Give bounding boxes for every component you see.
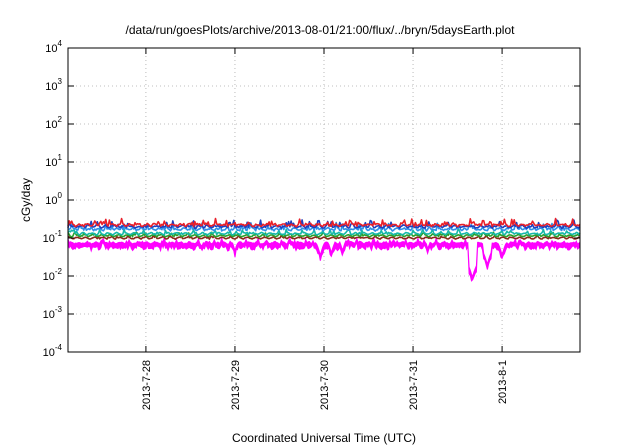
y-axis: 10-4 10-3 10-2 10-1 100 101 102 103 104 <box>43 39 580 359</box>
x-tick-label: 2013-8-1 <box>497 360 509 404</box>
y-tick-label: 103 <box>45 77 62 93</box>
y-tick-label: 10-3 <box>43 305 63 321</box>
y-tick-label: 10-4 <box>43 343 63 359</box>
y-axis-label: cGy/day <box>19 178 33 222</box>
y-tick-label: 10-2 <box>43 267 63 283</box>
y-tick-label: 100 <box>45 191 62 207</box>
grid-lines <box>68 48 580 352</box>
x-axis: 2013-7-28 2013-7-29 2013-7-30 2013-7-31 2013… <box>141 48 509 410</box>
series-line <box>67 219 581 230</box>
x-axis-label: Coordinated Universal Time (UTC) <box>232 431 416 445</box>
series-line <box>67 228 581 236</box>
x-tick-label: 2013-7-28 <box>141 360 153 410</box>
x-tick-label: 2013-7-29 <box>230 360 242 410</box>
y-tick-label: 101 <box>45 153 62 169</box>
x-tick-label: 2013-7-30 <box>319 360 331 410</box>
y-tick-label: 10-1 <box>43 229 63 245</box>
plot-area <box>67 217 581 282</box>
y-tick-label: 102 <box>45 115 62 131</box>
series-line <box>67 217 581 228</box>
series-line <box>67 221 581 232</box>
y-tick-label: 104 <box>45 39 62 55</box>
chart-title: /data/run/goesPlots/archive/2013-08-01/2… <box>126 23 516 37</box>
x-tick-label: 2013-7-31 <box>408 360 420 410</box>
series-line <box>67 235 581 282</box>
